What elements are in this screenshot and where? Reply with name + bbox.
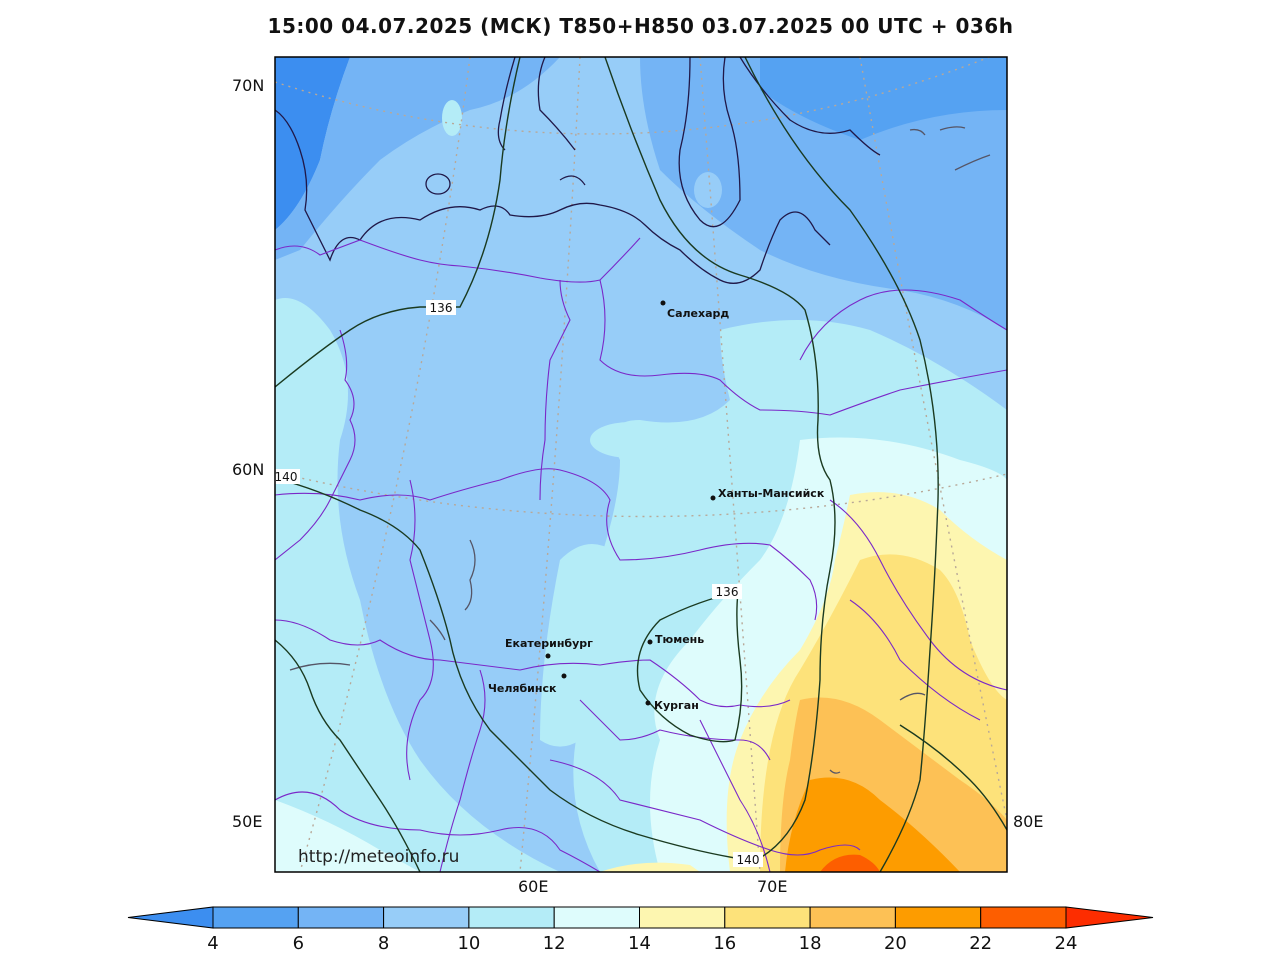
city-marker <box>645 700 651 706</box>
contour-140-east <box>604 57 836 859</box>
city-label-tyumen: Тюмень <box>655 633 704 646</box>
colorbar-tick-label: 4 <box>207 933 218 954</box>
colorbar-tick-label: 8 <box>378 933 389 954</box>
temp-patch-north <box>442 100 462 136</box>
colorbar-tick-label: 12 <box>543 933 566 954</box>
lon-label-60e: 60E <box>518 877 548 896</box>
city-label-chelyabinsk: Челябинск <box>488 682 557 695</box>
colorbar-bin <box>212 906 299 929</box>
lat-label-70n: 70N <box>232 76 264 95</box>
contour-label: 140 <box>275 470 298 484</box>
latlon-grid <box>275 57 1007 872</box>
colorbar-arrow-high <box>1065 906 1154 929</box>
colorbar-tick-label: 10 <box>457 933 480 954</box>
contour-label: 136 <box>430 301 453 315</box>
colorbar-tick-label: 18 <box>799 933 822 954</box>
lat-label-60n: 60N <box>232 460 264 479</box>
temp-region-4-6 <box>275 57 350 230</box>
city-marker <box>710 495 716 501</box>
contour-labels: 136 140 136 140 <box>275 300 763 867</box>
temp-region-6-far-ne <box>760 57 1007 140</box>
temp-patch-yamal <box>694 172 722 208</box>
city-marker <box>647 639 653 645</box>
temp-region-20-22 <box>785 777 960 872</box>
map-panel: 136 140 136 140 Салехард Ханты-Мансийск … <box>275 57 1007 872</box>
temp-region-12-14-sw <box>275 800 420 872</box>
city-marker <box>561 673 567 679</box>
colorbar: 4 6 8 10 12 14 16 18 20 22 24 <box>127 906 1154 954</box>
colorbar-tick-label: 16 <box>713 933 736 954</box>
colorbar-bin <box>297 906 385 929</box>
temp-region-22-24 <box>820 854 880 872</box>
colorbar-tick-label: 22 <box>969 933 992 954</box>
city-label-khanty-mansiysk: Ханты-Мансийск <box>718 487 825 500</box>
geopotential-contours <box>275 57 1007 872</box>
admin-boundaries <box>275 237 1007 872</box>
contour-sw <box>275 639 421 872</box>
lon-label-50e: 50E <box>232 812 262 831</box>
colorbar-bin <box>468 906 555 929</box>
city-marker <box>545 653 551 659</box>
colorbar-bin <box>639 906 726 929</box>
lakes-rivers <box>289 126 991 774</box>
colorbar-arrow-low <box>127 906 214 929</box>
colorbar-tick-label: 14 <box>628 933 651 954</box>
colorbar-bin <box>980 906 1067 929</box>
colorbar-bin <box>809 906 896 929</box>
colorbar-tick-label: 6 <box>293 933 304 954</box>
colorbar-tick-label: 24 <box>1055 933 1078 954</box>
colorbar-tick-label: 20 <box>884 933 907 954</box>
map-frame <box>274 56 1008 873</box>
temp-patch-center <box>590 422 670 458</box>
temp-region-10-12-center <box>540 544 640 747</box>
temp-region-14-16-south <box>600 862 700 872</box>
watermark-url: http://meteoinfo.ru <box>298 847 459 867</box>
temp-region-10-12-west <box>275 298 560 872</box>
city-label-yekaterinburg: Екатеринбург <box>505 637 593 650</box>
colorbar-bin <box>724 906 811 929</box>
city-marker <box>660 300 666 306</box>
contour-label: 140 <box>737 853 760 867</box>
temp-region-6-8-west <box>275 57 560 260</box>
colorbar-bin <box>553 906 641 929</box>
cities: Салехард Ханты-Мансийск Екатеринбург Тюм… <box>488 300 825 712</box>
contour-140-west <box>275 477 736 859</box>
city-label-salekhard: Салехард <box>667 307 729 320</box>
city-label-kurgan: Курган <box>654 699 699 712</box>
coastline <box>275 57 881 284</box>
contour-east-outer <box>744 57 939 872</box>
map-title: 15:00 04.07.2025 (МСК) T850+H850 03.07.2… <box>267 14 1014 38</box>
lon-label-80e: 80E <box>1013 812 1043 831</box>
colorbar-bin <box>383 906 470 929</box>
contour-se <box>899 724 1007 831</box>
lon-label-70e: 70E <box>757 877 787 896</box>
colorbar-bin <box>894 906 982 929</box>
contour-136-north <box>275 57 521 388</box>
contour-label: 136 <box>716 585 739 599</box>
contour-136-tyumen <box>636 591 743 743</box>
